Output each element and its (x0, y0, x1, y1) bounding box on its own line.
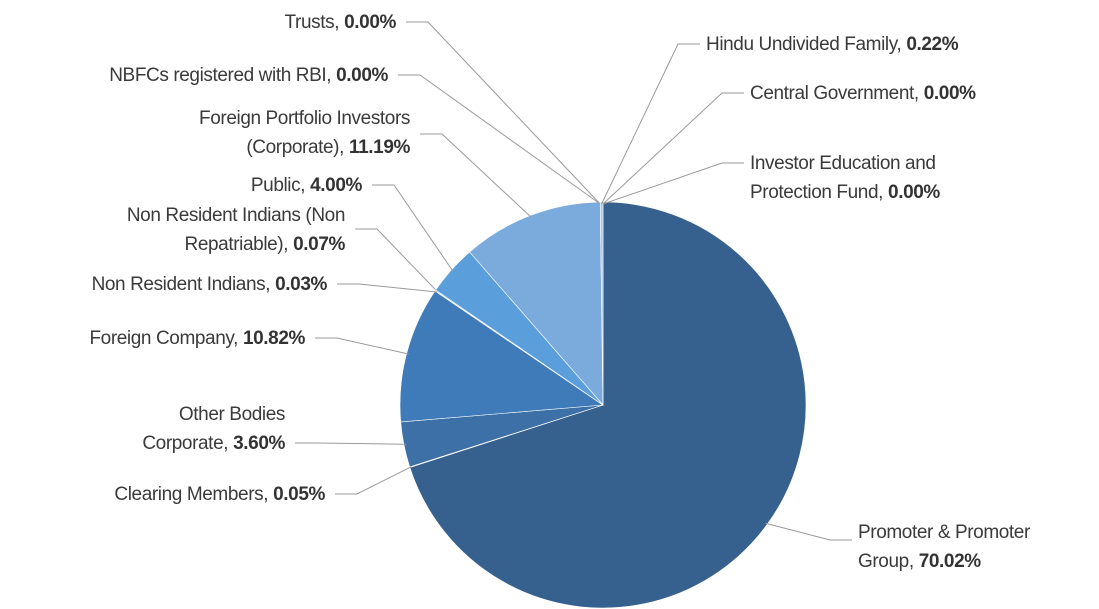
leader-line (765, 522, 852, 541)
leader-line (602, 92, 744, 205)
slice-label: Other Bodies Corporate3.60% (115, 400, 285, 458)
slice-label: Foreign Company10.82% (5, 324, 305, 353)
value-label: 3.60% (233, 433, 285, 454)
leader-line (337, 283, 437, 293)
leader-line (372, 184, 454, 272)
slice-label: Non Resident Indians (Non Repatriable)0.… (45, 201, 346, 259)
slice-label: Public4.00% (62, 171, 363, 200)
slice-label: Clearing Members0.05% (5, 480, 325, 509)
value-label: 0.05% (273, 484, 325, 505)
category-label: Foreign Company (89, 328, 243, 349)
category-label: Central Government (750, 83, 924, 104)
value-label: 0.03% (275, 274, 327, 295)
value-label: 0.00% (888, 182, 940, 203)
value-label: 10.82% (242, 328, 305, 349)
pie-slice (469, 201, 604, 406)
category-label: Public (251, 175, 310, 196)
slice-label: Trusts0.00% (96, 8, 397, 37)
value-label: 0.07% (293, 234, 345, 255)
value-label: 4.00% (310, 175, 362, 196)
slice-label: Promoter & Promoter Group70.02% (858, 518, 1088, 576)
category-label: Trusts (285, 12, 345, 33)
slice-label: Hindu Undivided Family0.22% (706, 30, 1096, 59)
value-label: 0.00% (923, 83, 976, 104)
leader-line (355, 228, 438, 292)
value-label: 0.00% (336, 65, 388, 86)
leader-line (295, 442, 406, 445)
leader-line (398, 74, 601, 205)
slice-label: Non Resident Indians0.03% (7, 270, 328, 299)
leader-line (335, 466, 412, 495)
value-label: 70.02% (918, 551, 981, 572)
leader-line (601, 43, 700, 205)
category-label: Hindu Undivided Family (706, 34, 906, 55)
slice-label: Investor Education and Protection Fund0.… (750, 149, 1000, 207)
slice-label: Foreign Portfolio Investors (Corporate)1… (100, 104, 410, 162)
value-label: 0.22% (906, 34, 959, 55)
pie-slice (409, 201, 807, 609)
category-label: NBFCs registered with RBI (109, 65, 336, 86)
leader-line (315, 337, 409, 355)
category-label: Non Resident Indians (92, 274, 276, 295)
value-label: 0.00% (344, 12, 396, 33)
leader-line (602, 162, 744, 205)
value-label: 11.19% (349, 137, 410, 158)
category-label: Clearing Members (114, 484, 273, 505)
leader-line (406, 21, 601, 205)
leader-line (420, 133, 532, 218)
slice-label: NBFCs registered with RBI0.00% (8, 61, 388, 90)
slice-label: Central Government0.00% (750, 79, 1090, 108)
